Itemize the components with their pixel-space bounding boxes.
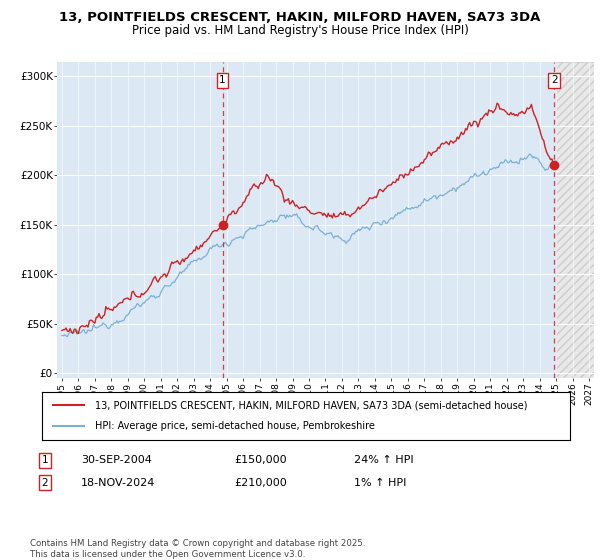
Bar xyxy=(556,62,594,378)
Text: Price paid vs. HM Land Registry's House Price Index (HPI): Price paid vs. HM Land Registry's House … xyxy=(131,24,469,36)
Text: £210,000: £210,000 xyxy=(234,478,287,488)
Text: 2: 2 xyxy=(41,478,49,488)
Text: 2: 2 xyxy=(551,76,557,85)
Text: 1: 1 xyxy=(219,76,226,85)
Text: 24% ↑ HPI: 24% ↑ HPI xyxy=(354,455,413,465)
Text: 30-SEP-2004: 30-SEP-2004 xyxy=(81,455,152,465)
Text: Contains HM Land Registry data © Crown copyright and database right 2025.
This d: Contains HM Land Registry data © Crown c… xyxy=(30,539,365,559)
Text: 13, POINTFIELDS CRESCENT, HAKIN, MILFORD HAVEN, SA73 3DA (semi-detached house): 13, POINTFIELDS CRESCENT, HAKIN, MILFORD… xyxy=(95,400,527,410)
Text: £150,000: £150,000 xyxy=(234,455,287,465)
Text: 1% ↑ HPI: 1% ↑ HPI xyxy=(354,478,406,488)
Text: HPI: Average price, semi-detached house, Pembrokeshire: HPI: Average price, semi-detached house,… xyxy=(95,421,374,431)
Text: 1: 1 xyxy=(41,455,49,465)
Bar xyxy=(556,62,594,378)
Text: 13, POINTFIELDS CRESCENT, HAKIN, MILFORD HAVEN, SA73 3DA: 13, POINTFIELDS CRESCENT, HAKIN, MILFORD… xyxy=(59,11,541,24)
Text: 18-NOV-2024: 18-NOV-2024 xyxy=(81,478,155,488)
